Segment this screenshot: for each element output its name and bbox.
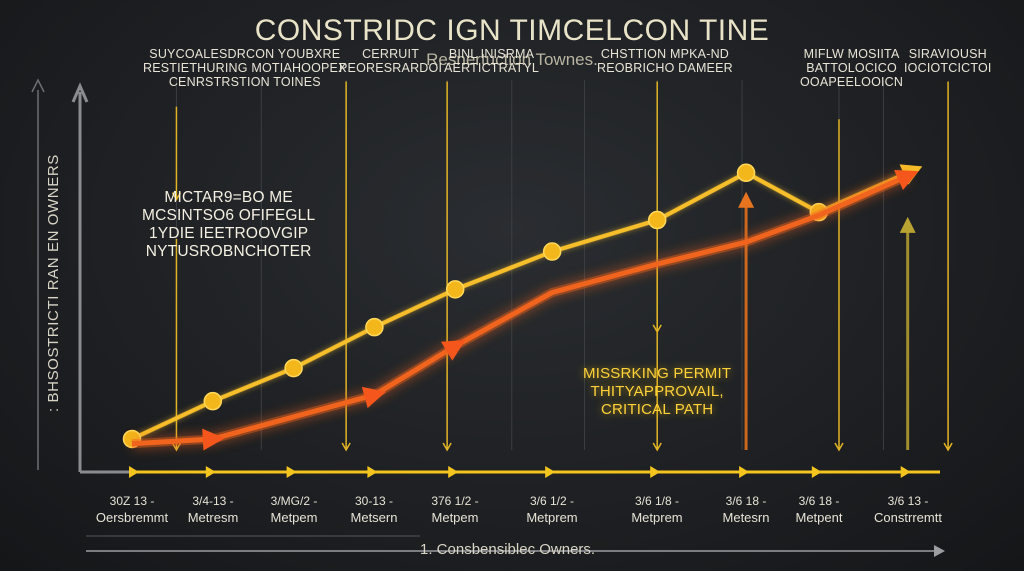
vertical-gridlines bbox=[175, 80, 884, 450]
marker-arrow-0 bbox=[171, 192, 182, 202]
x-tick-name-1: Metresm bbox=[187, 510, 239, 525]
critical-path-arrow-1 bbox=[202, 428, 225, 451]
annotation-0: SUYCOALESDRCON YOUBXRE RESTIETHURING MOT… bbox=[143, 47, 347, 89]
annotation-markers bbox=[171, 81, 953, 452]
footer-caption: 1. Consbensiblec Owners. bbox=[420, 541, 596, 558]
x-tick-name-0: Oersbremmt bbox=[95, 510, 169, 525]
timeline-point-4 bbox=[445, 280, 465, 299]
critical-path-arrow-3 bbox=[361, 386, 386, 409]
timeline-point-1 bbox=[203, 391, 223, 411]
footer-arrow-head bbox=[934, 545, 945, 557]
x-tick-name-3: Metsern bbox=[350, 510, 398, 525]
timeline-point-5 bbox=[542, 242, 562, 261]
x-tick-date-9: 3/6 13 - bbox=[887, 494, 929, 508]
x-axis-tick-1 bbox=[205, 466, 216, 478]
x-tick-name-8: Metpent bbox=[795, 510, 843, 525]
x-tick-date-4: 376 1/2 - bbox=[431, 494, 479, 508]
x-axis-tick-0 bbox=[129, 466, 139, 478]
x-tick-date-5: 3/6 1/2 - bbox=[529, 494, 575, 508]
x-axis-tick-3 bbox=[367, 466, 378, 478]
x-tick-date-6: 3/6 1/8 - bbox=[634, 494, 680, 508]
chart-title: CONSTRIDC IGN TIMCELCON TINE bbox=[254, 14, 770, 47]
marker-arrow-5 bbox=[652, 324, 662, 334]
annotation-1: CERRUIT PEORESRARDOI bbox=[339, 47, 443, 75]
marker-arrow-3 bbox=[442, 442, 452, 452]
x-axis-tick-4 bbox=[448, 466, 459, 478]
x-tick-date-3: 30-13 - bbox=[354, 494, 394, 508]
series-critical-path-line bbox=[131, 173, 909, 447]
timeline-point-3 bbox=[365, 317, 384, 337]
marker-arrow-4 bbox=[652, 442, 662, 452]
series-timeline bbox=[122, 163, 923, 449]
x-tick-name-5: Metprem bbox=[526, 510, 578, 525]
x-tick-name-7: Metesrn bbox=[722, 510, 770, 525]
upward-arrow-olive-head bbox=[899, 216, 916, 233]
x-tick-name-2: Metpem bbox=[270, 510, 318, 525]
data-series bbox=[122, 163, 923, 451]
x-tick-date-1: 3/4-13 - bbox=[192, 494, 234, 508]
x-tick-name-4: Metpem bbox=[431, 510, 479, 525]
x-tick-date-2: 3/MG/2 - bbox=[270, 494, 318, 508]
x-tick-date-7: 3/6 18 - bbox=[725, 494, 767, 508]
x-axis-tick-7 bbox=[739, 466, 750, 478]
x-tick-date-8: 3/6 18 - bbox=[798, 494, 840, 508]
x-axis-tick-5 bbox=[545, 466, 556, 478]
axes bbox=[31, 78, 945, 557]
annotation-2: BINL INISRMA AERTICTRATYL bbox=[444, 47, 540, 75]
critical-path-annotation: MISSRKING PERMIT THITYAPPROVAIL, CRITICA… bbox=[583, 365, 732, 418]
x-tick-date-0: 30Z 13 - bbox=[109, 494, 155, 508]
timeline-point-2 bbox=[284, 358, 303, 378]
x-tick-name-9: Constrremtt bbox=[874, 510, 942, 525]
critical-path-arrow-9 bbox=[894, 169, 919, 191]
x-axis-tick-8 bbox=[811, 466, 822, 478]
y-axis-arrow bbox=[71, 82, 89, 103]
left-outer-axis-arrow bbox=[31, 78, 45, 93]
upward-arrow-orange-head bbox=[738, 191, 755, 208]
series-timeline-line bbox=[131, 170, 909, 441]
annotation-5: SIRAVIOUSH IOCIOTCICTOI bbox=[904, 47, 992, 75]
annotation-3: CHSTTION MPKA-ND REOBRICHO DAMEER bbox=[597, 47, 733, 75]
series-critical-path bbox=[131, 169, 919, 451]
marker-arrow-2 bbox=[341, 442, 351, 452]
x-tick-name-6: Metprem bbox=[631, 510, 683, 525]
chart-subtitle: Resnertuction Townes. bbox=[426, 50, 598, 69]
annotation-4: MIFLW MOSIITA BATTOLOCICO OOAPEELOOICN bbox=[800, 47, 904, 89]
timeline-point-6 bbox=[647, 210, 667, 230]
x-axis-tick-9 bbox=[900, 466, 911, 478]
annotation-6: MICTAR9=BO ME MCSINTSO6 OFIFEGLL 1YDIE I… bbox=[142, 189, 316, 260]
timeline-point-7 bbox=[736, 163, 756, 183]
marker-arrow-7 bbox=[943, 442, 953, 452]
critical-path-arrow-4 bbox=[440, 339, 466, 361]
x-axis-tick-6 bbox=[650, 466, 661, 478]
x-axis-tick-2 bbox=[286, 466, 297, 478]
marker-arrow-6 bbox=[834, 442, 844, 452]
